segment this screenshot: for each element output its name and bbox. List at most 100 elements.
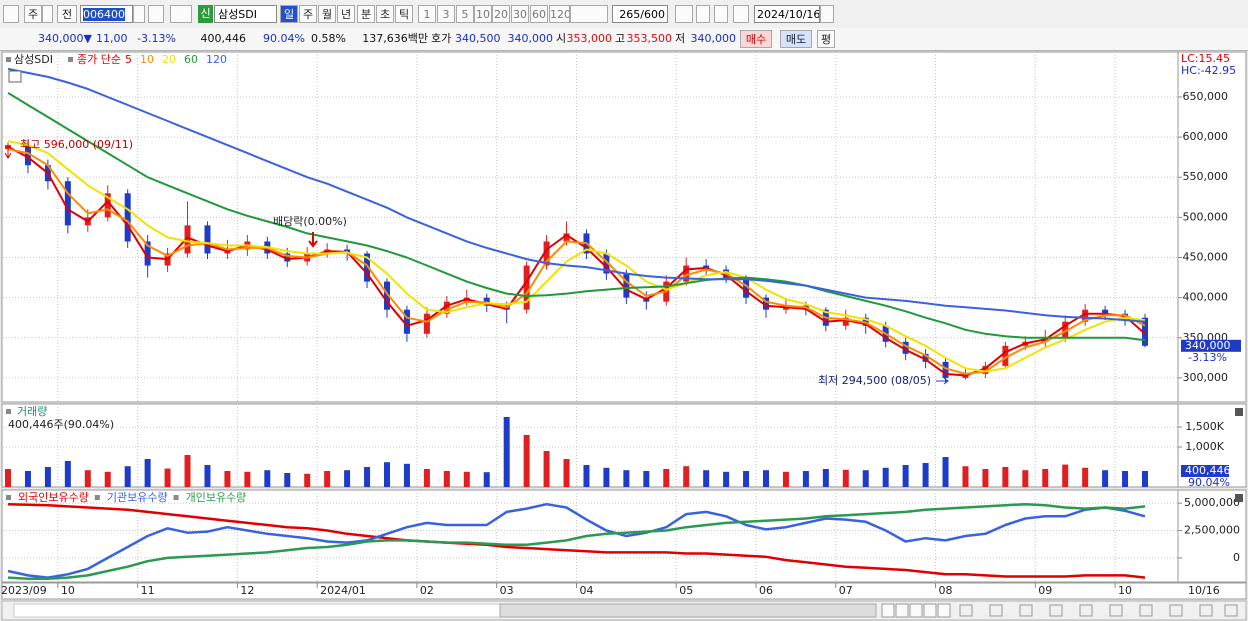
volume-bar xyxy=(164,468,171,487)
toolbar-icon[interactable] xyxy=(820,5,834,23)
volume-bar xyxy=(743,471,750,487)
tool-icon[interactable] xyxy=(1199,604,1213,617)
legend-icon xyxy=(6,57,11,62)
panel-close[interactable] xyxy=(1235,408,1243,416)
period-button[interactable]: 틱 xyxy=(395,5,413,23)
annotation: 최고 596,000 (09/11) xyxy=(20,138,133,151)
volume-bar xyxy=(862,470,869,487)
candle-body xyxy=(942,361,949,378)
annotation: 최저 294,500 (08/05) xyxy=(818,374,931,387)
tool-icon[interactable] xyxy=(989,604,1003,617)
legend-entry: 20 xyxy=(162,53,176,66)
volume-bar xyxy=(64,461,71,487)
interval-button[interactable]: 3 xyxy=(437,5,455,23)
interval-button[interactable]: 60 xyxy=(530,5,548,23)
volume-bar xyxy=(84,470,91,487)
quote-volume-ratio: 90.04% xyxy=(263,32,305,45)
toolbar-icon[interactable] xyxy=(696,5,710,23)
name-field[interactable]: 삼성SDI xyxy=(214,5,277,23)
x-tick-label: 08 xyxy=(939,584,953,597)
volume-bar xyxy=(842,469,849,487)
candle-body xyxy=(743,277,750,298)
volume-bar xyxy=(1002,467,1009,487)
period-button[interactable]: 초 xyxy=(376,5,394,23)
legend-icon xyxy=(6,495,11,500)
toolbar-icon[interactable] xyxy=(3,5,19,23)
period-button[interactable]: 일 xyxy=(280,5,298,23)
volume-bar xyxy=(1102,470,1109,487)
interval-button[interactable]: 5 xyxy=(456,5,474,23)
panel-close[interactable] xyxy=(1235,494,1243,502)
chart-type-button[interactable]: 주 xyxy=(24,5,42,23)
interval-button[interactable]: 1 xyxy=(418,5,436,23)
interval-button[interactable]: 20 xyxy=(492,5,510,23)
scroll-button[interactable] xyxy=(909,603,923,618)
volume-bar xyxy=(1042,469,1049,487)
scroll-button[interactable] xyxy=(923,603,937,618)
hc-label: HC:-42.95 xyxy=(1181,64,1236,77)
toolbar-icon[interactable] xyxy=(170,5,192,23)
y-tick-label: 500,000 xyxy=(1183,210,1229,223)
period-button[interactable]: 주 xyxy=(299,5,317,23)
x-tick-label: 07 xyxy=(839,584,853,597)
candle-body xyxy=(64,181,71,226)
toolbar-icon[interactable] xyxy=(714,5,728,23)
volume-bar xyxy=(483,472,490,487)
volume-bar xyxy=(962,466,969,487)
volume-bar xyxy=(623,470,630,487)
x-tick-label: 06 xyxy=(759,584,773,597)
interval-button[interactable]: 30 xyxy=(511,5,529,23)
period-button[interactable]: 분 xyxy=(357,5,375,23)
interval-button[interactable]: 120 xyxy=(549,5,570,23)
sell-button[interactable]: 매도 xyxy=(780,30,812,48)
candle-body xyxy=(184,225,191,254)
tool-icon[interactable] xyxy=(1169,604,1183,617)
toolbar-icon[interactable] xyxy=(570,5,608,23)
scroll-button[interactable] xyxy=(895,603,909,618)
date-field[interactable]: 2024/10/16 xyxy=(754,5,820,23)
volume-bar xyxy=(822,469,829,487)
axis-panel xyxy=(1177,489,1247,583)
period-button[interactable]: 월 xyxy=(318,5,336,23)
toolbar-icon[interactable] xyxy=(42,5,53,23)
toolbar-icon[interactable] xyxy=(675,5,693,23)
tool-icon[interactable] xyxy=(1019,604,1033,617)
legend-name: 삼성SDI xyxy=(14,53,53,66)
tool-icon[interactable] xyxy=(1079,604,1093,617)
toolbar-icon[interactable] xyxy=(733,5,749,23)
candle-body xyxy=(443,301,450,314)
volume-bar xyxy=(304,473,311,487)
scroll-button[interactable] xyxy=(937,603,951,618)
interval-button[interactable]: 10 xyxy=(474,5,492,23)
buy-button[interactable]: 매수 xyxy=(740,30,772,48)
x-tick-label: 02 xyxy=(420,584,434,597)
period-button[interactable]: 년 xyxy=(337,5,355,23)
volume-bar xyxy=(663,469,670,487)
candle-body xyxy=(982,365,989,374)
scroll-button[interactable] xyxy=(881,603,895,618)
legend-icon xyxy=(173,495,179,500)
toolbar-icon[interactable] xyxy=(148,5,164,23)
tool-icon[interactable] xyxy=(1109,604,1123,617)
avg-button[interactable]: 평 xyxy=(817,30,835,48)
tool-icon[interactable] xyxy=(1224,604,1238,617)
toolbar-icon[interactable] xyxy=(133,5,145,23)
volume-bar xyxy=(882,467,889,487)
series-line xyxy=(7,92,1146,342)
view-button[interactable]: 전 xyxy=(57,5,77,23)
count-field[interactable]: 265/600 xyxy=(612,5,668,23)
legend-entry: 5 xyxy=(125,53,132,66)
series-line xyxy=(7,502,1146,580)
volume-bar xyxy=(244,471,251,487)
volume-bar xyxy=(723,471,730,487)
candle-body xyxy=(144,241,151,266)
candle-body xyxy=(403,309,410,334)
tool-icon[interactable] xyxy=(959,604,973,617)
code-input[interactable]: 006400 xyxy=(80,5,133,23)
y-tick-label: 0 xyxy=(1233,551,1240,564)
tool-icon[interactable] xyxy=(1139,604,1153,617)
tool-icon[interactable] xyxy=(1049,604,1063,617)
panel-title: 거래량 xyxy=(17,405,47,418)
